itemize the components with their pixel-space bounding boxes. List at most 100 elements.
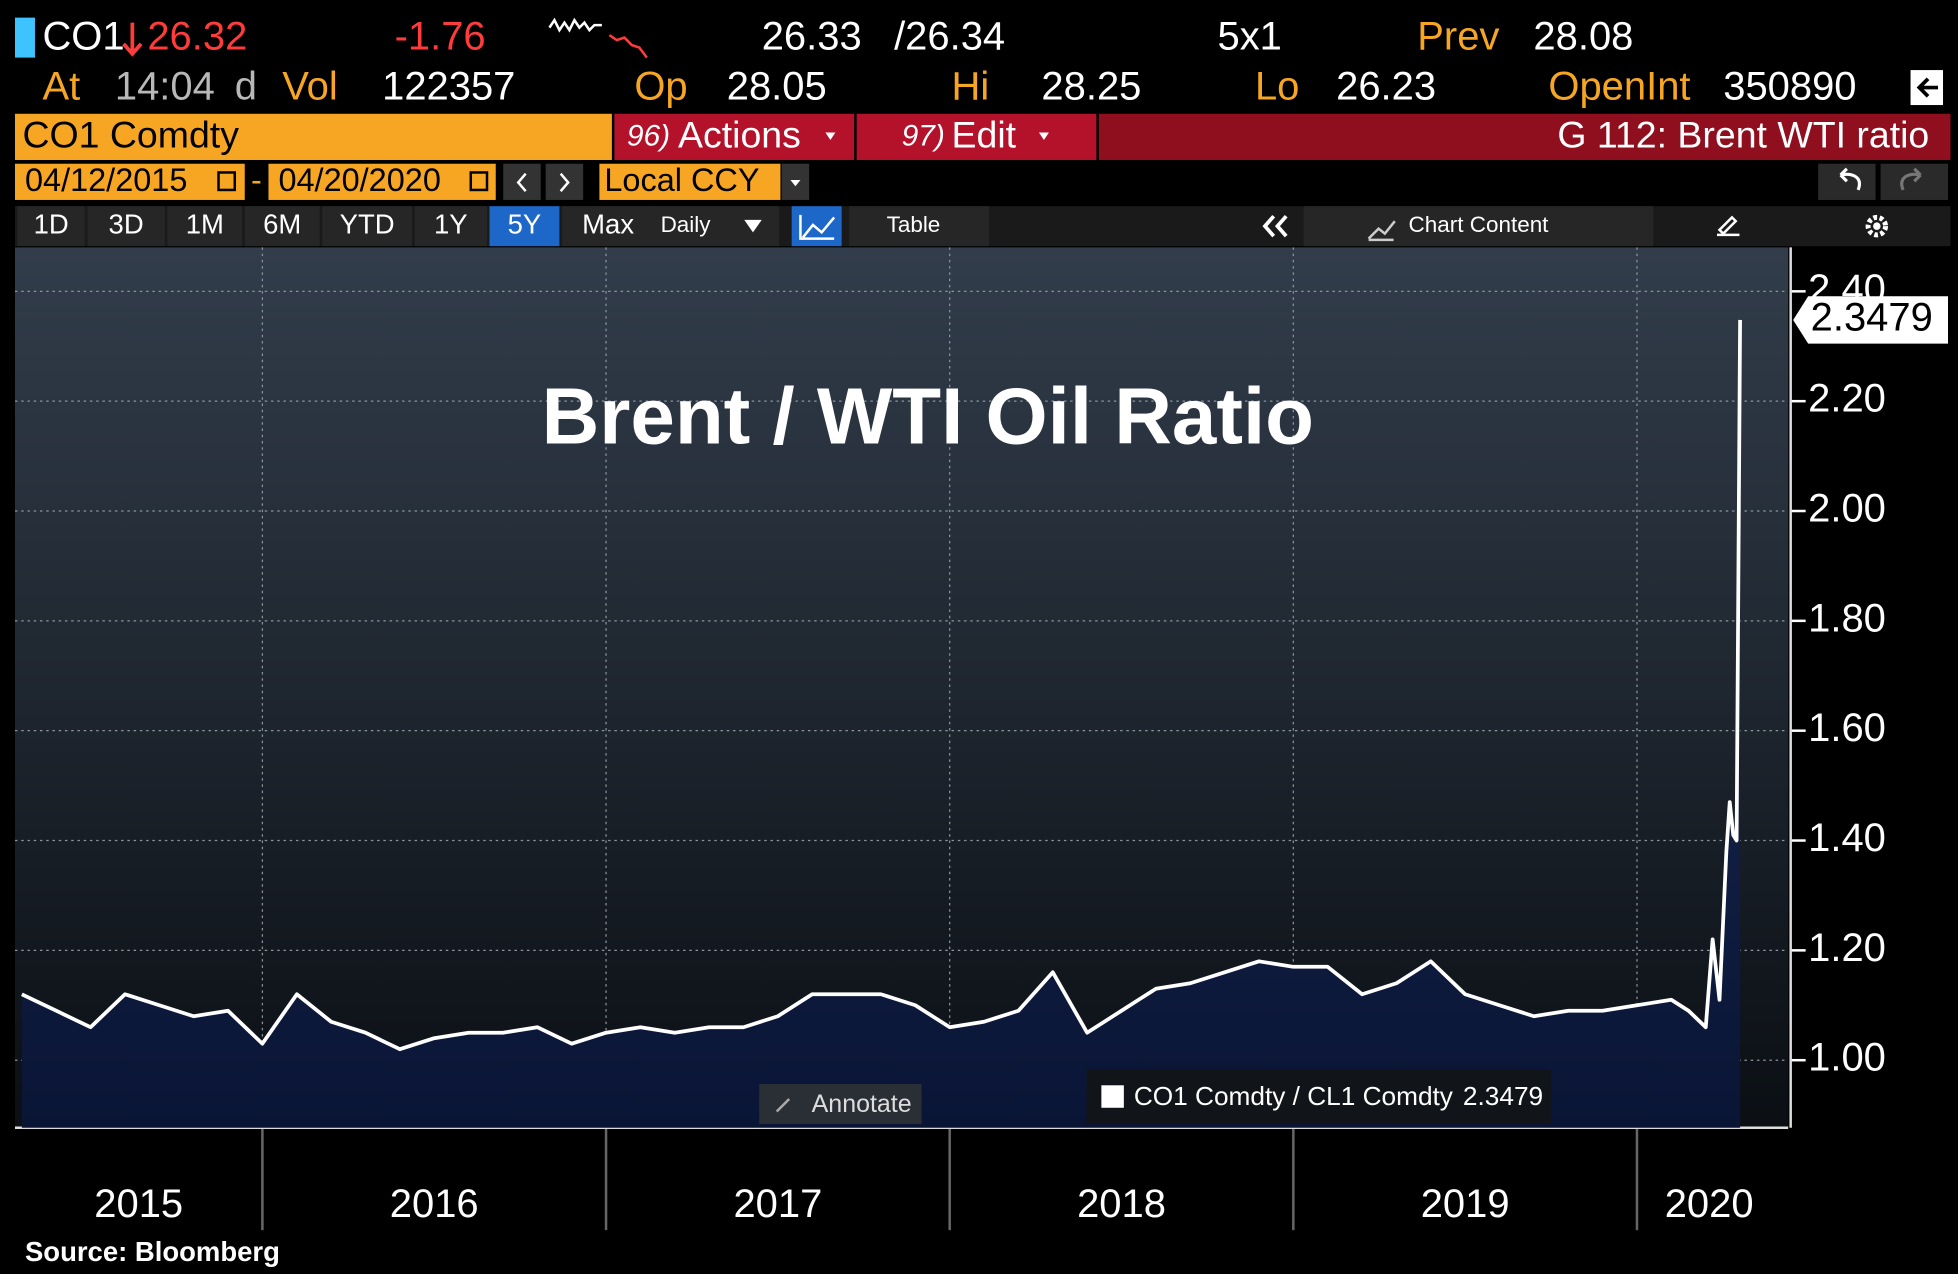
function-bar — [1098, 113, 1951, 160]
vol: 122357 — [382, 64, 515, 108]
y-tick-label: 1.40 — [1808, 816, 1886, 860]
open: 28.05 — [727, 64, 827, 108]
currency-box[interactable] — [599, 163, 781, 200]
date-separator: - — [251, 162, 262, 198]
tag-label: 2.3479 — [1811, 295, 1933, 339]
security: CO1 Comdty — [22, 113, 239, 155]
edit-icon[interactable] — [1716, 215, 1740, 237]
function-title: G 112: Brent WTI ratio — [1557, 113, 1929, 155]
period-label: Max — [582, 208, 634, 239]
x-tick-label: 2019 — [1421, 1182, 1510, 1226]
menu-label: Actions — [678, 113, 801, 155]
currency-dropdown[interactable] — [781, 163, 810, 200]
currency: Local CCY — [604, 162, 759, 198]
frequency: Daily — [661, 212, 712, 237]
period-label: 5Y — [508, 208, 542, 239]
x-tick-label: 2018 — [1077, 1182, 1166, 1226]
x-tick-label: 2020 — [1665, 1182, 1754, 1226]
annotate-button[interactable]: Annotate — [759, 1084, 922, 1125]
next-button[interactable] — [545, 163, 584, 200]
button-bg — [561, 206, 655, 247]
prev-button[interactable] — [503, 163, 541, 200]
tag-bg — [1793, 296, 1949, 344]
button-bg — [244, 206, 320, 247]
y-tick-label: 1.00 — [1808, 1036, 1886, 1080]
x-tick-label: 2015 — [94, 1182, 183, 1226]
prev-label: Prev — [1417, 14, 1499, 58]
ticker-marker — [14, 17, 35, 58]
table-button[interactable]: Table — [849, 206, 989, 247]
period-button[interactable]: YTD — [322, 206, 413, 247]
menu-number: 96) — [627, 119, 670, 152]
table: Table — [887, 212, 941, 237]
y-tick-label: 1.20 — [1808, 926, 1886, 970]
high: 28.25 — [1041, 64, 1141, 108]
high-label: Hi — [952, 64, 990, 108]
button-bg — [489, 206, 560, 247]
redo-button[interactable] — [1880, 163, 1949, 200]
legend-name: CO1 Comdty / CL1 Comdty — [1134, 1081, 1454, 1111]
start-date: 04/12/2015 — [25, 162, 187, 198]
y-tick-label: 2.20 — [1808, 377, 1886, 421]
x-tick-label: 2016 — [390, 1182, 479, 1226]
collapse-icon[interactable] — [1262, 214, 1288, 238]
oi-label: OpenInt — [1548, 64, 1690, 108]
period-button[interactable]: 5Y — [489, 206, 560, 247]
series-line — [21, 319, 1742, 1052]
y-tick-label: 1.60 — [1808, 706, 1886, 750]
chart-content-button[interactable]: Chart Content — [1303, 206, 1654, 247]
source: Source: Bloomberg — [25, 1236, 280, 1267]
legend — [1086, 1069, 1551, 1125]
button-bg — [414, 206, 488, 247]
chart-type-button[interactable] — [791, 206, 842, 247]
end-date-box[interactable] — [268, 163, 496, 200]
period-label: 6M — [263, 208, 301, 239]
calendar-icon[interactable] — [217, 171, 237, 192]
annotate: Annotate — [812, 1090, 912, 1118]
menu-label: Edit — [952, 113, 1017, 155]
frequency-menu[interactable]: Daily — [649, 206, 780, 247]
prev: 28.08 — [1533, 14, 1633, 58]
calendar-icon[interactable] — [469, 171, 489, 192]
menu-number: 97) — [902, 119, 945, 152]
chart-title: Brent / WTI Oil Ratio — [542, 371, 1314, 460]
legend-value: 2.3479 — [1463, 1081, 1543, 1111]
period-label: 1D — [34, 208, 69, 239]
y-tick-label: 1.80 — [1808, 596, 1886, 640]
actions-menu[interactable]: 96) Actions — [614, 113, 855, 160]
period-button[interactable]: 3D — [87, 206, 165, 247]
net-change: -1.76 — [395, 14, 486, 58]
end-date: 04/20/2020 — [278, 162, 440, 198]
start-date-box[interactable] — [14, 163, 245, 200]
period-button[interactable]: 1D — [17, 206, 85, 247]
low-label: Lo — [1255, 64, 1299, 108]
legend-entry: CO1 Comdty / CL1 Comdty 2.3479 — [1134, 1081, 1543, 1111]
sparkline — [548, 17, 602, 33]
period-label: 1M — [186, 208, 224, 239]
period-button[interactable]: 6M — [244, 206, 320, 247]
button-bg — [87, 206, 165, 247]
period-button[interactable]: 1M — [167, 206, 243, 247]
time: 14:04 — [115, 64, 215, 108]
edit-menu[interactable]: 97) Edit — [856, 113, 1097, 160]
open-label: Op — [634, 64, 687, 108]
period-label: YTD — [340, 208, 395, 239]
export-icon[interactable] — [1910, 70, 1944, 106]
period-label: 1Y — [434, 208, 468, 239]
button-bg — [167, 206, 243, 247]
time-suffix: d — [235, 64, 257, 108]
plot-area — [14, 247, 1789, 1128]
last-value-tag: 2.3479 — [1793, 295, 1949, 344]
security-box[interactable] — [14, 113, 612, 160]
oi: 350890 — [1723, 64, 1856, 108]
period-button[interactable]: 1Y — [414, 206, 488, 247]
button-bg — [17, 206, 85, 247]
undo-button[interactable] — [1818, 163, 1876, 200]
settings-icon[interactable] — [1865, 214, 1889, 238]
vol-label: Vol — [282, 64, 338, 108]
time-label: At — [42, 64, 80, 108]
period-button[interactable]: Max — [561, 206, 655, 247]
ticker: CO1 — [42, 14, 124, 58]
bid: 26.33 — [762, 14, 862, 58]
last-price: 26.32 — [147, 14, 247, 58]
